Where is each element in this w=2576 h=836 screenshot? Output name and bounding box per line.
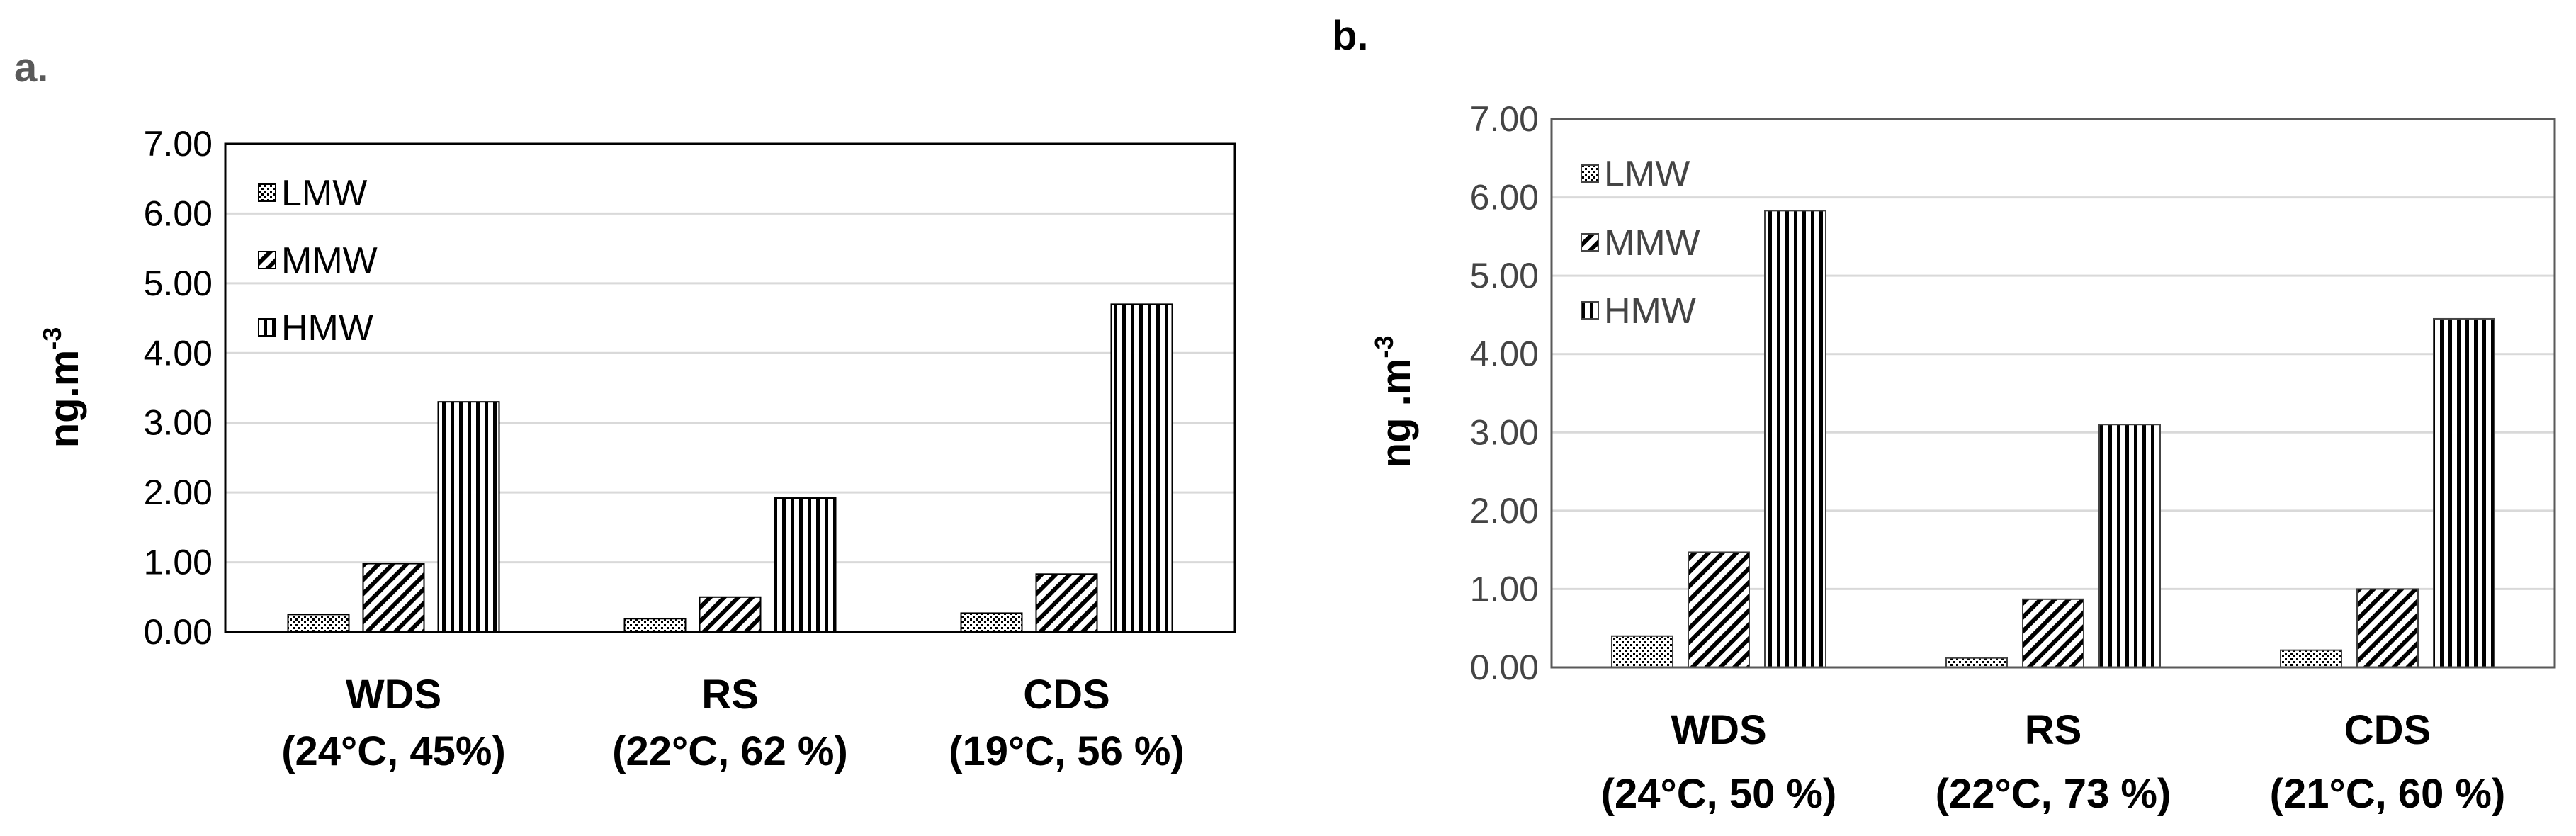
legend-swatch-lmw	[1581, 164, 1599, 183]
legend-a: LMW MMW HMW	[258, 173, 378, 349]
panel-label-a: a.	[14, 45, 48, 91]
bar-mmw-cds	[2356, 588, 2419, 669]
bar-hmw-rs	[774, 497, 837, 633]
bar-hmw-cds	[2433, 317, 2495, 668]
bars-a	[287, 303, 1173, 633]
x-category-conditions: (21°C, 60 %)	[2270, 771, 2506, 817]
y-tick-label: 2.00	[144, 473, 213, 512]
legend-label-lmw: LMW	[1604, 154, 1690, 195]
y-axis-label-b-base: ng .m	[1373, 358, 1419, 468]
legend-b: LMW MMW HMW	[1581, 154, 1700, 332]
x-category-conditions: (19°C, 56 %)	[949, 728, 1185, 774]
bar-lmw-cds	[960, 612, 1023, 633]
y-tick-label: 1.00	[1470, 569, 1539, 609]
chart-panel-b: b. 0.00 1.00 2.00 3.00 4.00 5.00 6.00 7.00 WDS (…	[1332, 13, 2556, 817]
bar-lmw-cds	[2280, 649, 2342, 668]
x-category-name: WDS	[346, 672, 441, 718]
y-tick-label: 2.00	[1470, 491, 1539, 531]
y-tick-label: 5.00	[144, 264, 213, 303]
y-axis-label-b-exponent: -3	[1369, 336, 1399, 358]
y-tick-label: 0.00	[144, 612, 213, 652]
y-axis-label-b: ng .m-3	[1369, 336, 1419, 468]
x-category-name: WDS	[1671, 707, 1766, 753]
x-category-labels-b: WDS (24°C, 50 %) RS (22°C, 73 %) CDS (21°C, 6…	[1601, 707, 2506, 817]
x-category-name: RS	[2025, 707, 2082, 753]
x-category-conditions: (22°C, 73 %)	[1936, 771, 2171, 817]
legend-swatch-mmw	[1581, 233, 1599, 252]
y-tick-label: 6.00	[1470, 178, 1539, 218]
y-axis-label-a-exponent: -3	[38, 327, 67, 350]
legend-label-mmw: MMW	[281, 240, 378, 281]
bar-lmw-wds	[287, 614, 350, 633]
bar-hmw-rs	[2098, 424, 2161, 668]
y-tick-labels-a: 0.00 1.00 2.00 3.00 4.00 5.00 6.00 7.00	[144, 124, 213, 652]
bar-mmw-rs	[699, 596, 762, 633]
legend-swatch-lmw	[258, 183, 276, 202]
y-tick-label: 1.00	[144, 543, 213, 582]
x-category-name: CDS	[2344, 707, 2431, 753]
bar-lmw-wds	[1611, 635, 1673, 668]
x-category-conditions: (22°C, 62 %)	[612, 728, 848, 774]
legend-swatch-hmw	[1581, 301, 1599, 320]
bar-mmw-wds	[1688, 551, 1750, 669]
x-category-conditions: (24°C, 50 %)	[1601, 771, 1837, 817]
gridlines-a	[225, 212, 1235, 564]
bars-b	[1611, 210, 2495, 669]
y-tick-labels-b: 0.00 1.00 2.00 3.00 4.00 5.00 6.00 7.00	[1470, 99, 1539, 687]
bar-mmw-rs	[2022, 598, 2084, 668]
y-tick-label: 7.00	[144, 124, 213, 164]
plot-area-b	[1550, 118, 2556, 669]
bar-hmw-wds	[1764, 210, 1826, 668]
legend-label-hmw: HMW	[281, 307, 373, 349]
gridlines-b	[1552, 196, 2555, 590]
y-tick-label: 5.00	[1470, 256, 1539, 295]
y-tick-label: 0.00	[1470, 648, 1539, 687]
chart-panel-a: a. 0.00 1.00 2.00 3.00 4.00 5.00 6.00 7.00 WDS (…	[14, 45, 1236, 774]
bar-lmw-rs	[1945, 657, 2008, 669]
panel-label-b: b.	[1332, 13, 1369, 59]
x-category-conditions: (24°C, 45%)	[281, 728, 506, 774]
legend-label-mmw: MMW	[1604, 222, 1700, 264]
legend-label-hmw: HMW	[1604, 290, 1696, 332]
y-tick-label: 4.00	[144, 333, 213, 373]
plot-area-a	[224, 142, 1236, 633]
x-category-name: RS	[701, 672, 759, 718]
x-category-labels-a: WDS (24°C, 45%) RS (22°C, 62 %) CDS (19°C, 56…	[281, 672, 1185, 774]
y-tick-label: 4.00	[1470, 334, 1539, 374]
bar-mmw-cds	[1035, 573, 1098, 633]
legend-label-lmw: LMW	[281, 173, 367, 214]
y-tick-label: 6.00	[144, 193, 213, 233]
y-axis-label-a-base: ng.m	[41, 350, 87, 448]
y-axis-label-a: ng.m-3	[38, 327, 87, 448]
bar-hmw-cds	[1110, 303, 1173, 633]
legend-swatch-mmw	[258, 251, 276, 269]
y-tick-label: 3.00	[1470, 412, 1539, 452]
x-category-name: CDS	[1023, 672, 1109, 718]
bar-hmw-wds	[437, 401, 500, 633]
y-tick-label: 7.00	[1470, 99, 1539, 139]
bar-lmw-rs	[623, 618, 687, 633]
legend-swatch-hmw	[258, 318, 276, 337]
bar-mmw-wds	[362, 563, 425, 633]
y-tick-label: 3.00	[144, 403, 213, 443]
